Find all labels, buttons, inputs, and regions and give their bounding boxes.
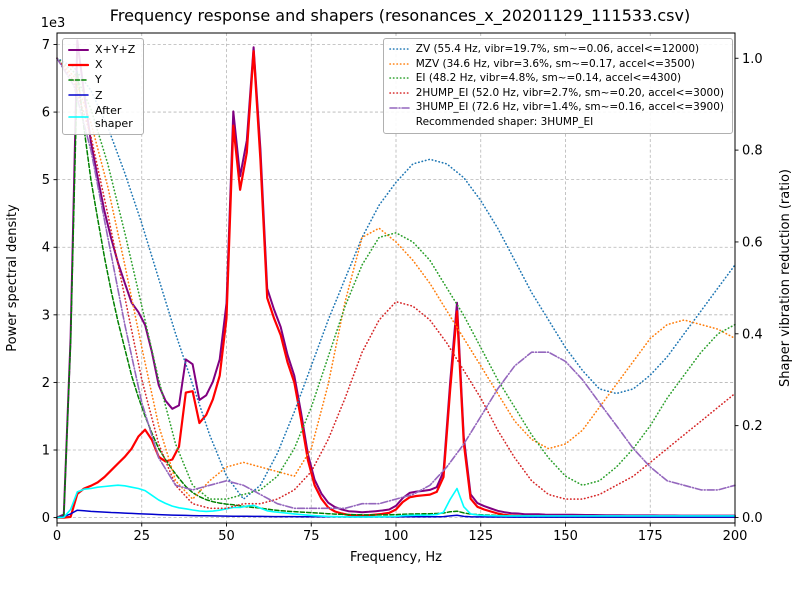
legend-label: 2HUMP_EI (52.0 Hz, vibr=2.7%, sm~=0.20, … bbox=[415, 86, 724, 99]
legend-label: X bbox=[95, 58, 103, 72]
legend-item-x-y-z: X+Y+Z bbox=[68, 43, 135, 56]
y-right-tick-label: 0.0 bbox=[742, 511, 763, 526]
legend-line-sample bbox=[68, 94, 89, 96]
legend-item-2hump-ei: 2HUMP_EI (52.0 Hz, vibr=2.7%, sm~=0.20, … bbox=[388, 86, 724, 100]
legend-label: X+Y+Z bbox=[95, 43, 136, 56]
recommended-shaper-note: Recommended shaper: 3HUMP_EI bbox=[415, 115, 594, 128]
series-2hump-ei bbox=[56, 57, 736, 510]
y-left-axis-label: Power spectral density bbox=[5, 204, 20, 352]
y-left-tick-label: 5 bbox=[42, 173, 50, 188]
legend-label: MZV (34.6 Hz, vibr=3.6%, sm~=0.17, accel… bbox=[415, 57, 695, 70]
legend-item-3hump-ei: 3HUMP_EI (72.6 Hz, vibr=1.4%, sm~=0.16, … bbox=[388, 101, 724, 114]
legend-item-mzv: MZV (34.6 Hz, vibr=3.6%, sm~=0.17, accel… bbox=[388, 57, 724, 71]
y-right-tick-label: 0.6 bbox=[742, 235, 763, 250]
y-left-offset-label: 1e3 bbox=[41, 16, 66, 31]
legend-line-sample bbox=[388, 77, 410, 80]
y-left-tick-label: 2 bbox=[42, 376, 50, 391]
legend-item-ei: EI (48.2 Hz, vibr=4.8%, sm~=0.14, accel<… bbox=[388, 72, 724, 85]
x-tick-label: 25 bbox=[133, 529, 150, 544]
x-tick-label: 50 bbox=[218, 529, 235, 544]
series-3hump-ei bbox=[56, 57, 736, 510]
legend-line-sample bbox=[68, 116, 89, 118]
legend-item-zv: ZV (55.4 Hz, vibr=19.7%, sm~=0.06, accel… bbox=[388, 43, 724, 56]
legend-label: EI (48.2 Hz, vibr=4.8%, sm~=0.14, accel<… bbox=[415, 72, 682, 85]
x-tick-label: 200 bbox=[723, 529, 748, 544]
legend-line-sample bbox=[388, 63, 410, 65]
x-tick-label: 125 bbox=[468, 529, 493, 544]
y-left-tick-label: 1 bbox=[42, 444, 50, 459]
x-tick-label: 100 bbox=[384, 529, 409, 544]
legend-item-z: Z bbox=[68, 89, 135, 102]
legend-line-sample bbox=[388, 48, 410, 51]
legend-line-sample bbox=[68, 79, 89, 81]
series-mzv bbox=[56, 57, 736, 500]
y-right-tick-label: 0.2 bbox=[742, 419, 763, 434]
y-left-tick-label: 0 bbox=[42, 511, 50, 526]
y-right-axis-label: Shaper vibration reduction (ratio) bbox=[778, 169, 793, 387]
chart-title: Frequency response and shapers (resonanc… bbox=[110, 6, 690, 26]
y-left-tick-label: 6 bbox=[42, 106, 50, 121]
y-left-tick-label: 4 bbox=[42, 241, 50, 256]
legend-series: X+Y+Z X Y Z After shaper bbox=[62, 38, 145, 136]
recommended-shaper-row: Recommended shaper: 3HUMP_EI bbox=[389, 116, 724, 129]
legend-sample-spacer bbox=[389, 122, 410, 123]
legend-label: 3HUMP_EI (72.6 Hz, vibr=1.4%, sm~=0.16, … bbox=[415, 101, 724, 114]
legend-item-x: X bbox=[68, 58, 135, 71]
legend-shapers: ZV (55.4 Hz, vibr=19.7%, sm~=0.06, accel… bbox=[382, 38, 733, 134]
y-right-tick-label: 0.4 bbox=[742, 327, 763, 342]
plot-border bbox=[56, 32, 736, 524]
legend-line-sample bbox=[388, 106, 410, 109]
legend-label: After shaper bbox=[95, 103, 133, 130]
legend-line-sample bbox=[68, 63, 89, 66]
legend-label: Y bbox=[95, 73, 102, 87]
y-left-tick-label: 3 bbox=[42, 308, 50, 323]
series-ei bbox=[56, 57, 736, 500]
x-tick-label: 150 bbox=[553, 529, 578, 544]
x-tick-label: 0 bbox=[53, 529, 61, 544]
legend-line-sample bbox=[388, 92, 410, 94]
series-after-shaper bbox=[56, 484, 736, 519]
legend-item-after-shaper: After shaper bbox=[68, 104, 135, 130]
series-zv bbox=[56, 57, 736, 500]
y-right-tick-label: 0.8 bbox=[742, 144, 763, 159]
x-tick-label: 175 bbox=[638, 529, 663, 544]
x-tick-label: 75 bbox=[303, 529, 320, 544]
legend-label: Z bbox=[95, 88, 103, 102]
x-axis-label: Frequency, Hz bbox=[350, 550, 442, 565]
y-right-tick-label: 1.0 bbox=[742, 52, 763, 67]
legend-line-sample bbox=[68, 48, 89, 51]
y-left-tick-label: 7 bbox=[42, 38, 50, 53]
legend-item-y: Y bbox=[68, 73, 135, 86]
legend-label: ZV (55.4 Hz, vibr=19.7%, sm~=0.06, accel… bbox=[415, 43, 700, 55]
